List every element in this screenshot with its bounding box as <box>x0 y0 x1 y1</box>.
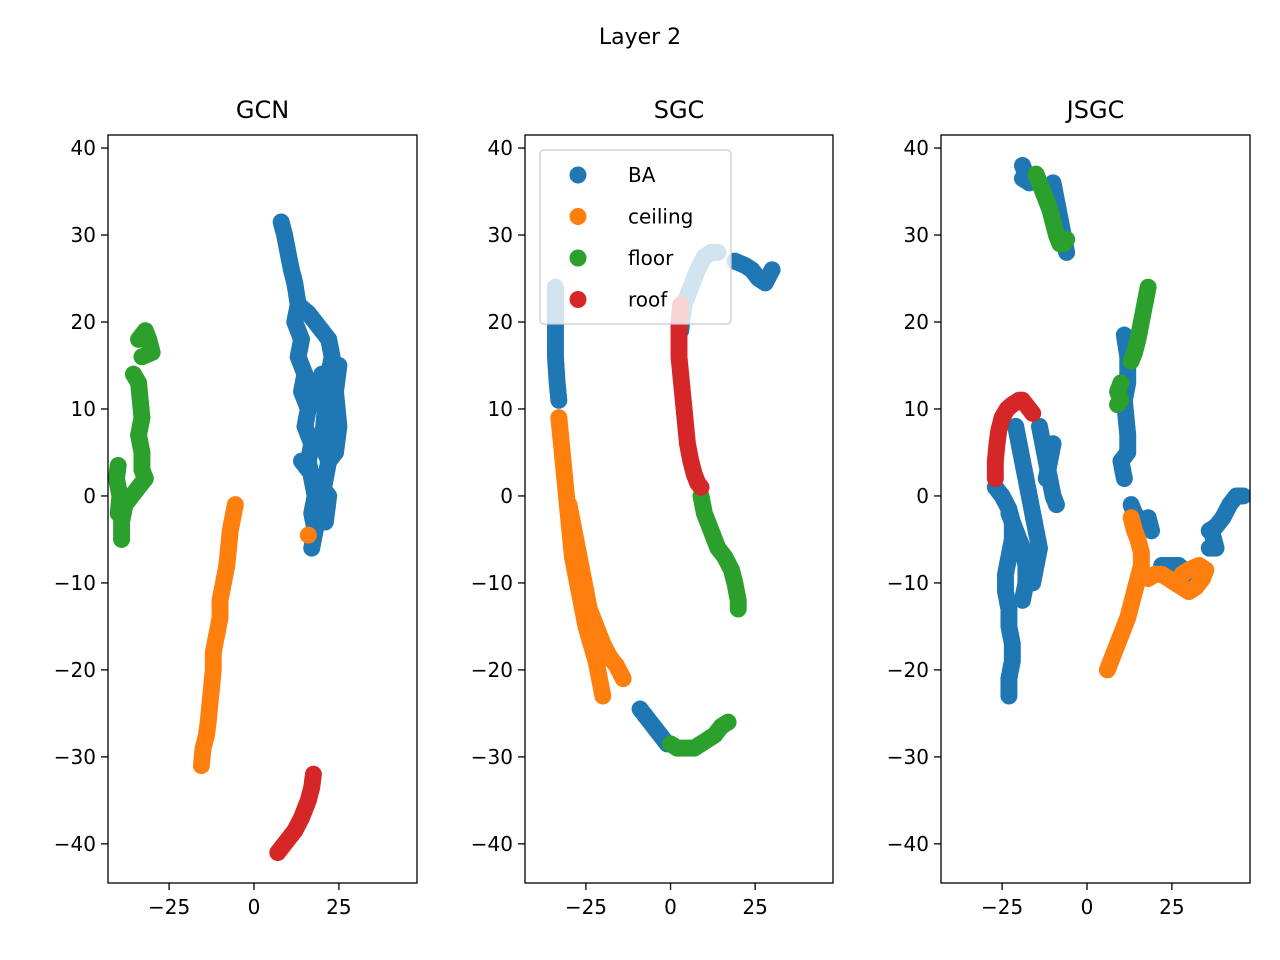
y-tick-label: −20 <box>887 658 929 682</box>
subplot-jsgc: −25 0 25 −40 −30 −20 −10 0 10 20 30 40 JSGC <box>887 96 1251 919</box>
point-ba <box>763 261 781 279</box>
legend-label-ba: BA <box>628 163 656 187</box>
x-tick-label: −25 <box>148 895 190 919</box>
point-ba <box>316 513 334 531</box>
x-tick-label: −25 <box>981 895 1023 919</box>
point-ba <box>1047 496 1065 514</box>
axes-frame <box>524 134 834 884</box>
y-tick-label: 30 <box>904 223 929 247</box>
y-tick-label: 10 <box>904 397 929 421</box>
x-tick-label: 25 <box>1159 895 1184 919</box>
point-floor <box>133 348 151 366</box>
point-ceiling <box>1122 509 1140 527</box>
point-ceiling <box>1173 565 1191 583</box>
y-tick-label: −40 <box>54 832 96 856</box>
point-floor <box>1109 396 1127 414</box>
x-tick-label: 0 <box>664 895 677 919</box>
y-tick-label: −30 <box>887 745 929 769</box>
y-tick-label: 10 <box>71 397 96 421</box>
point-ceiling <box>192 757 210 775</box>
point-ba <box>1204 526 1222 544</box>
y-tick-label: 20 <box>488 310 513 334</box>
axes-frame <box>107 134 418 884</box>
y-tick-label: 10 <box>488 397 513 421</box>
x-tick-label: 0 <box>248 895 261 919</box>
y-tick-label: −10 <box>54 571 96 595</box>
y-tick-label: −30 <box>471 745 513 769</box>
subplot-title: JSGC <box>1065 96 1125 124</box>
point-floor <box>1122 352 1140 370</box>
y-tick-label: 0 <box>500 484 513 508</box>
point-floor <box>1058 230 1076 248</box>
y-tick-label: −30 <box>54 745 96 769</box>
point-ceiling <box>299 526 317 544</box>
figure-title: Layer 2 <box>599 25 681 50</box>
y-tick-label: −40 <box>471 832 513 856</box>
y-tick-label: 20 <box>71 310 96 334</box>
x-tick-label: 0 <box>1081 895 1094 919</box>
y-tick-label: 0 <box>83 484 96 508</box>
point-ba <box>1037 470 1055 488</box>
point-ba <box>1013 591 1031 609</box>
point-roof <box>269 844 287 862</box>
legend-label-ceiling: ceiling <box>628 205 693 229</box>
point-floor <box>113 530 131 548</box>
subplot-title: SGC <box>654 96 705 124</box>
subplot-gcn: −25 0 25 −40 −30 −20 −10 0 10 20 30 40 GCN <box>54 96 418 919</box>
y-tick-label: 20 <box>904 310 929 334</box>
legend-box <box>539 149 732 325</box>
point-roof <box>692 478 710 496</box>
point-ceiling <box>614 670 632 688</box>
point-ba <box>1115 470 1133 488</box>
x-tick-label: 25 <box>326 895 351 919</box>
point-ceiling <box>594 687 612 705</box>
y-tick-label: −10 <box>887 571 929 595</box>
legend-marker-ceiling <box>569 208 587 225</box>
y-tick-label: −10 <box>471 571 513 595</box>
point-roof <box>1024 404 1042 422</box>
point-ba <box>1024 574 1042 592</box>
point-ba <box>1143 522 1161 540</box>
y-tick-label: −20 <box>54 658 96 682</box>
legend: BA ceiling floor roof <box>539 149 732 325</box>
y-tick-label: 40 <box>488 136 513 160</box>
y-tick-label: 40 <box>71 136 96 160</box>
legend-marker-ba <box>569 166 587 184</box>
y-tick-label: 30 <box>488 223 513 247</box>
axes-frame <box>940 134 1251 884</box>
y-tick-label: −40 <box>887 832 929 856</box>
legend-marker-roof <box>569 291 587 308</box>
scatter-points <box>546 243 781 757</box>
point-ba <box>303 539 321 557</box>
legend-marker-floor <box>569 249 587 267</box>
y-tick-label: 0 <box>916 484 929 508</box>
y-tick-label: −20 <box>471 658 513 682</box>
subplot-sgc: −25 0 25 −40 −30 −20 −10 0 10 20 30 40 SGC BA ceiling f… <box>471 96 834 919</box>
scatter-points <box>986 156 1250 705</box>
point-ba <box>1000 687 1018 705</box>
scatter-points <box>108 213 348 862</box>
point-floor <box>719 713 737 731</box>
legend-label-floor: floor <box>628 246 674 270</box>
point-floor <box>109 504 127 522</box>
point-ba <box>1234 487 1250 505</box>
point-floor <box>729 600 747 618</box>
legend-label-roof: roof <box>628 288 668 312</box>
point-ba <box>550 391 568 409</box>
subplot-title: GCN <box>236 96 289 124</box>
y-tick-label: 40 <box>904 136 929 160</box>
point-ba <box>330 356 348 374</box>
y-tick-label: 30 <box>71 223 96 247</box>
x-tick-label: 25 <box>742 895 767 919</box>
x-tick-label: −25 <box>565 895 607 919</box>
